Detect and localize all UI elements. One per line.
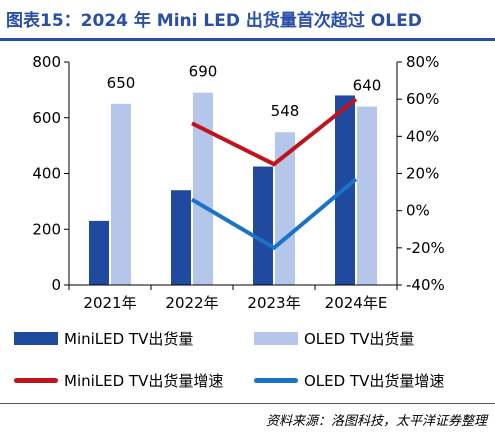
legend-swatch — [14, 378, 58, 383]
legend-item-3: OLED TV出货量增速 — [254, 370, 444, 391]
legend-label: MiniLED TV出货量 — [64, 330, 194, 348]
legend-item-2: MiniLED TV出货量增速 — [14, 370, 223, 391]
chart-title: 图表15：2024 年 Mini LED 出货量首次超过 OLED — [6, 11, 422, 31]
right-tick-label: 40% — [406, 127, 439, 145]
legend-swatch — [14, 332, 58, 345]
bar-oled-0 — [111, 103, 131, 285]
legend-item-1: OLED TV出货量 — [254, 328, 414, 349]
left-tick-label: 0 — [51, 276, 61, 294]
legend-swatch — [254, 332, 298, 345]
legend-swatch — [254, 378, 298, 383]
right-tick-label: 0% — [406, 202, 430, 220]
legend-label: MiniLED TV出货量增速 — [64, 372, 224, 390]
x-tick-label: 2023年 — [247, 294, 300, 312]
bar-oled-3 — [357, 106, 377, 285]
left-tick-label: 400 — [32, 165, 61, 183]
right-tick-label: 60% — [406, 90, 439, 108]
data-label-oled-0: 650 — [107, 74, 136, 92]
bar-miniled-2 — [253, 166, 273, 285]
source-note: 资料来源：洛图科技，太平洋证券整理 — [265, 414, 487, 429]
bar-miniled-1 — [171, 190, 191, 285]
left-tick-label: 600 — [32, 109, 61, 127]
legend-label: OLED TV出货量增速 — [304, 372, 445, 390]
combo-chart: 650 690 548 640 0 200 400 600 800 -40% -20% 0% 20% 40… — [32, 53, 444, 312]
axes-layer — [64, 61, 402, 290]
bar-miniled-0 — [89, 220, 109, 285]
bars-layer — [89, 92, 377, 285]
left-tick-label: 800 — [32, 53, 61, 71]
x-tick-label: 2024年E — [325, 294, 388, 312]
labels-layer: 650 690 548 640 0 200 400 600 800 -40% -20% 0% 20% 40… — [32, 53, 444, 312]
right-tick-label: 20% — [406, 165, 439, 183]
footer-divider — [0, 403, 495, 404]
left-tick-label: 200 — [32, 220, 61, 238]
data-label-oled-2: 548 — [271, 102, 300, 120]
data-label-oled-1: 690 — [189, 63, 218, 81]
data-label-oled-3: 640 — [353, 77, 382, 95]
right-tick-label: -20% — [406, 239, 445, 257]
lines-layer — [190, 97, 358, 251]
legend-label: OLED TV出货量 — [304, 330, 415, 348]
bar-oled-1 — [193, 92, 213, 285]
x-tick-label: 2021年 — [83, 294, 136, 312]
x-tick-label: 2022年 — [165, 294, 218, 312]
right-tick-label: 80% — [406, 53, 439, 71]
line-miniled-growth — [191, 97, 358, 167]
line-oled-growth — [190, 177, 358, 251]
title-underline — [0, 38, 495, 41]
right-tick-label: -40% — [406, 276, 445, 294]
bar-oled-2 — [275, 132, 295, 285]
legend-item-0: MiniLED TV出货量 — [14, 328, 193, 349]
